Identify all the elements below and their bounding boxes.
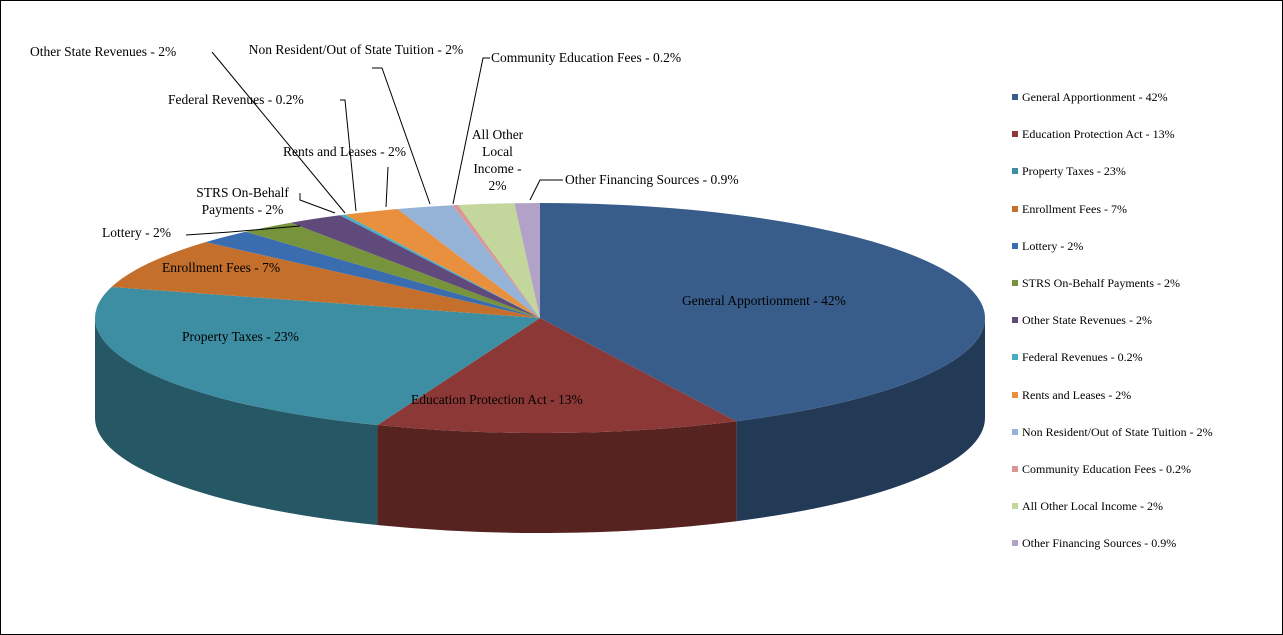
- slice: [540, 203, 986, 422]
- slice-side: [95, 318, 378, 526]
- legend-swatch: [1012, 317, 1018, 324]
- slice: [290, 215, 540, 318]
- data-label: Education Protection Act - 13%: [411, 392, 583, 407]
- legend-label: Education Protection Act - 13%: [1022, 127, 1175, 142]
- slice: [339, 214, 540, 318]
- legend-label: General Apportionment - 42%: [1022, 90, 1168, 104]
- legend-swatch: [1012, 540, 1018, 547]
- legend-label: Other Financing Sources - 0.9%: [1022, 536, 1177, 551]
- legend-swatch: [1012, 131, 1018, 138]
- legend-label: Property Taxes - 23%: [1022, 164, 1126, 179]
- leader-line: [185, 225, 301, 236]
- leader-line: [529, 179, 563, 201]
- data-label: Enrollment Fees - 7%: [162, 260, 281, 275]
- data-label: Community Education Fees - 0.2%: [491, 50, 682, 65]
- data-label: General Apportionment - 42%: [682, 293, 846, 308]
- slice: [452, 204, 540, 318]
- data-label: Federal Revenues - 0.2%: [168, 92, 304, 107]
- data-label: Other Financing Sources - 0.9%: [565, 172, 739, 187]
- legend-label: Non Resident/Out of State Tuition - 2%: [1022, 424, 1213, 439]
- slice: [245, 222, 540, 318]
- legend-swatch: [1012, 354, 1018, 361]
- legend-label: Rents and Leases - 2%: [1022, 387, 1132, 402]
- data-label: STRS On-Behalf Payments - 2%: [196, 185, 289, 217]
- legend-label: Community Education Fees - 0.2%: [1022, 462, 1191, 476]
- legend-swatch: [1012, 168, 1018, 175]
- legend-label: STRS On-Behalf Payments - 2%: [1022, 276, 1180, 290]
- data-label: Lottery - 2%: [102, 225, 171, 240]
- slice: [457, 203, 540, 318]
- leader-line: [452, 57, 490, 205]
- legend-swatch: [1012, 503, 1018, 510]
- leader-line: [299, 193, 336, 214]
- data-label: All Other Local Income - 2%: [471, 127, 524, 193]
- legend-swatch: [1012, 94, 1018, 100]
- slice-side: [736, 318, 985, 522]
- legend-label: All Other Local Income - 2%: [1022, 499, 1163, 514]
- slice: [205, 231, 540, 318]
- data-label: Non Resident/Out of State Tuition - 2%: [248, 42, 464, 57]
- legend-label: Lottery - 2%: [1022, 238, 1084, 253]
- legend-swatch: [1012, 466, 1018, 472]
- data-label: Property Taxes - 23%: [182, 329, 299, 344]
- legend-swatch: [1012, 205, 1018, 212]
- slice: [344, 209, 540, 318]
- legend-label: Other State Revenues - 2%: [1022, 313, 1152, 328]
- leader-line: [385, 166, 389, 208]
- data-label: Other State Revenues - 2%: [30, 44, 177, 59]
- data-label: Rents and Leases - 2%: [283, 144, 406, 159]
- legend-swatch: [1012, 280, 1018, 286]
- legend-swatch: [1012, 428, 1018, 435]
- leader-line: [211, 51, 346, 214]
- legend-label: Enrollment Fees - 7%: [1022, 201, 1127, 216]
- slice-side: [377, 421, 737, 533]
- legend-swatch: [1012, 391, 1018, 398]
- slice: [94, 286, 541, 426]
- slice: [514, 203, 540, 318]
- legend-label: Federal Revenues - 0.2%: [1022, 350, 1143, 365]
- leader-line: [340, 99, 357, 212]
- slice: [397, 205, 540, 318]
- slice: [111, 242, 541, 318]
- legend-swatch: [1012, 242, 1018, 249]
- leader-line: [372, 67, 431, 205]
- slice: [377, 318, 737, 433]
